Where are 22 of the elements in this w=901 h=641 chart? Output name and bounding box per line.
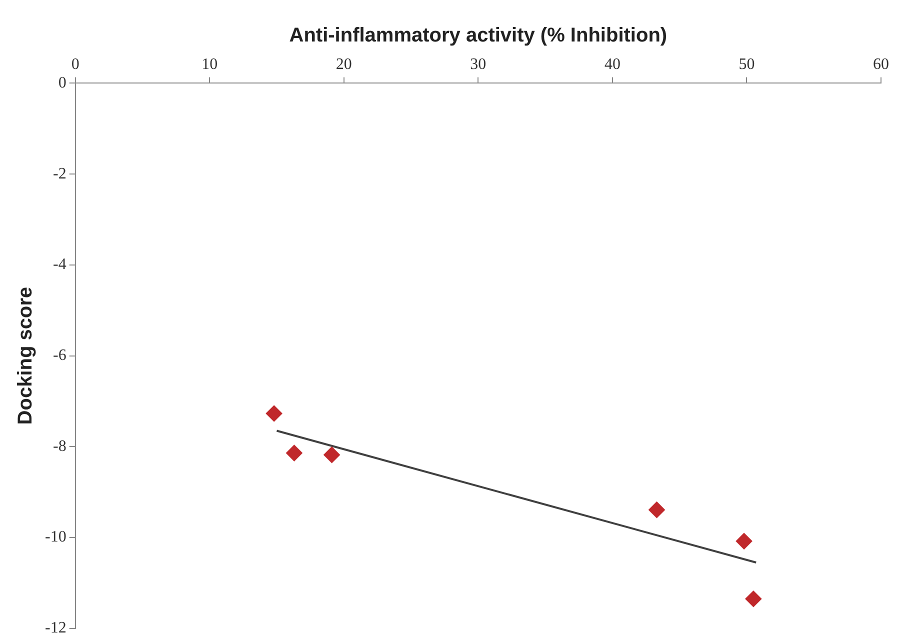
y-tick-label: -10 [45, 528, 66, 546]
x-tick-label: 30 [470, 56, 486, 73]
x-tick-label: 20 [336, 56, 352, 73]
y-tick-label: -4 [53, 256, 66, 274]
y-tick-label: 0 [58, 74, 66, 92]
x-tick-label: 60 [873, 56, 889, 73]
point [745, 590, 762, 607]
y-tick-label: -2 [53, 165, 66, 182]
point [266, 406, 282, 422]
y-axis-title: Docking score [14, 286, 37, 425]
y-tick-label: -12 [45, 620, 66, 637]
point [324, 446, 340, 463]
x-tick-label: 50 [738, 56, 755, 73]
point [648, 502, 665, 518]
x-tick-label: 40 [604, 56, 620, 73]
point [736, 533, 752, 550]
x-axis-title: Anti-inflammatory activity (% Inhibition) [289, 24, 668, 47]
x-tick-label: 10 [202, 56, 218, 73]
x-tick-label: 0 [71, 56, 80, 73]
point [286, 445, 302, 462]
y-tick-label: -8 [53, 438, 66, 455]
y-tick-label: -6 [53, 347, 66, 364]
